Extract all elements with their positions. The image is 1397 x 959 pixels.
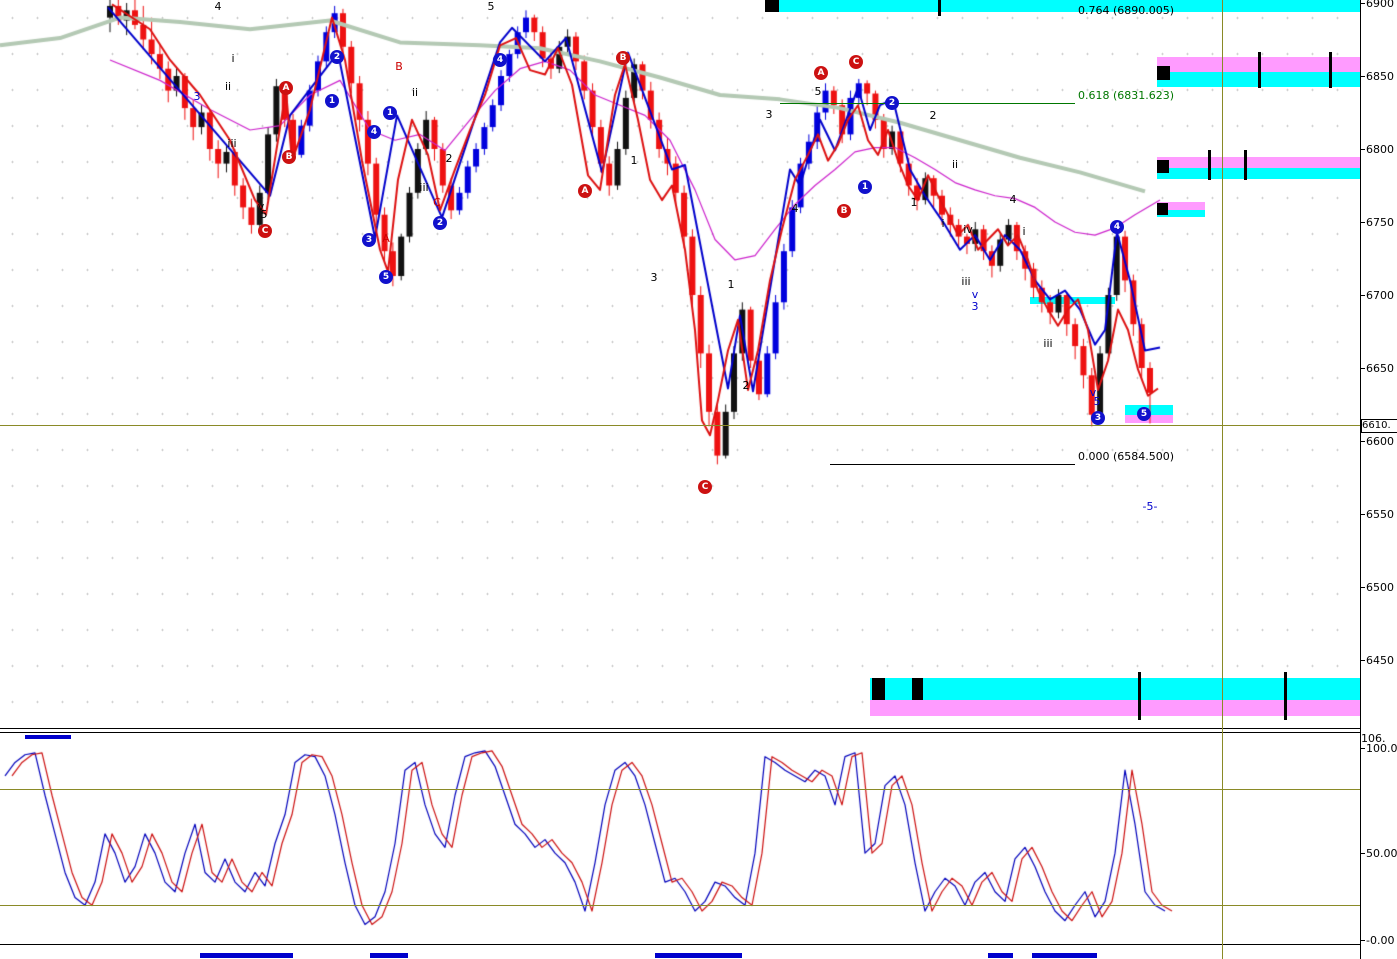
wave-text-label: 5 [814, 85, 822, 98]
fib-level-label: 0.000 (6584.500) [1078, 449, 1175, 463]
wave-text-label: i [231, 52, 235, 65]
wave-text-label: B [395, 60, 403, 73]
wave-text-label: i [941, 217, 945, 230]
price-axis-label: 6450 [1361, 654, 1394, 667]
wave-text-label: v [971, 288, 979, 301]
wave-text-label: v [1089, 386, 1097, 399]
price-axis-label: 6700 [1361, 289, 1394, 302]
signal-bar [370, 953, 408, 958]
wave-circle-red: C [698, 480, 712, 494]
wave-circle-blue: 4 [367, 125, 381, 139]
wave-text-label: 1 [910, 196, 918, 209]
wave-circle-blue: 3 [362, 233, 376, 247]
wave-circle-blue: 4 [1110, 220, 1124, 234]
wave-text-label: 3 [971, 300, 979, 313]
wave-text-label: i [1022, 225, 1026, 238]
price-axis-label: 6550 [1361, 508, 1394, 521]
crosshair-horizontal-line[interactable] [0, 425, 1360, 426]
price-axis-label: 6500 [1361, 581, 1394, 594]
wave-text-label: iii [961, 275, 971, 288]
wave-circle-red: C [849, 55, 863, 69]
price-axis: 6900 6850 6800 6750 6700 6650 6600 6550 6500 6450… [1360, 0, 1397, 959]
price-axis-label: 6650 [1361, 362, 1394, 375]
price-axis-label: 6800 [1361, 143, 1394, 156]
wave-text-label: ii [951, 158, 959, 171]
wave-text-label: 2 [929, 109, 937, 122]
wave-text-label: iii [419, 181, 429, 194]
oscillator-axis-label: -0.00 [1361, 934, 1394, 947]
wave-text-label: 4 [1009, 193, 1017, 206]
wave-circle-red: C [258, 224, 272, 238]
wave-circle-blue: 1 [325, 94, 339, 108]
oscillator-legend-marker [25, 735, 71, 739]
wave-circle-red: B [282, 150, 296, 164]
wave-text-label: 2 [445, 152, 453, 165]
panel-separator-bottom [0, 732, 1360, 733]
wave-circle-red: B [837, 204, 851, 218]
wave-circle-blue: 2 [433, 216, 447, 230]
signal-bar [655, 953, 742, 958]
wave-circle-blue: 3 [1091, 411, 1105, 425]
wave-text-label: 4 [214, 0, 222, 13]
fib-level-label: 0.618 (6831.623) [1078, 88, 1175, 102]
wave-text-label: v [257, 200, 265, 213]
price-axis-label: 6750 [1361, 216, 1394, 229]
wave-circle-blue: 1 [383, 106, 397, 120]
wave-text-label: 3 [765, 108, 773, 121]
wave-text-label: 4 [791, 202, 799, 215]
panel-separator-top [0, 728, 1360, 729]
wave-text-label: 3 [193, 90, 201, 103]
wave-text-label: 5 [260, 208, 268, 221]
wave-text-label: ii [411, 86, 419, 99]
wave-text-label: iii [227, 137, 237, 150]
wave-text-label: C [433, 196, 441, 209]
wave-text-label: ii [224, 80, 232, 93]
crosshair-price-tag: 6610. [1361, 419, 1397, 433]
wave-text-label: 5 [487, 0, 495, 13]
overbought-line [0, 789, 1360, 791]
wave-text-label: 2 [742, 379, 750, 392]
wave-circle-blue: 1 [858, 180, 872, 194]
wave-text-label: 1 [630, 154, 638, 167]
price-axis-label: 6900 [1361, 0, 1394, 10]
wave-text-label: -5- [1142, 500, 1158, 513]
signal-bar [988, 953, 1013, 958]
oscillator-bottom-border [0, 944, 1360, 945]
oversold-line [0, 905, 1360, 907]
wave-text-label: 3 [650, 271, 658, 284]
signal-bar [200, 953, 293, 958]
wave-circle-blue: 2 [885, 96, 899, 110]
wave-text-label: A [382, 232, 390, 245]
oscillator-axis-label: 106. [1361, 732, 1386, 745]
wave-circle-red: A [814, 66, 828, 80]
wave-circle-blue: 4 [493, 53, 507, 67]
wave-text-label: iii [1043, 337, 1053, 350]
wave-text-label: 5 [1093, 395, 1101, 408]
price-axis-label: 6600 [1361, 435, 1394, 448]
fib-level-line [830, 463, 1075, 465]
wave-circle-blue: 2 [330, 50, 344, 64]
wave-text-label: 1 [727, 278, 735, 291]
wave-text-label: iv [963, 223, 973, 236]
wave-circle-blue: 5 [379, 270, 393, 284]
wave-circle-red: A [578, 184, 592, 198]
fib-level-label: 0.764 (6890.005) [1078, 3, 1175, 17]
wave-circle-blue: 5 [1137, 407, 1151, 421]
crosshair-vertical-line[interactable] [1222, 0, 1223, 959]
fib-level-line [780, 102, 1075, 104]
oscillator-axis-label: 100.0 [1361, 742, 1397, 755]
signal-bar [1032, 953, 1097, 958]
wave-circle-red: B [616, 51, 630, 65]
oscillator-axis-label: 50.00 [1361, 847, 1397, 860]
price-axis-label: 6850 [1361, 70, 1394, 83]
wave-circle-red: A [279, 81, 293, 95]
